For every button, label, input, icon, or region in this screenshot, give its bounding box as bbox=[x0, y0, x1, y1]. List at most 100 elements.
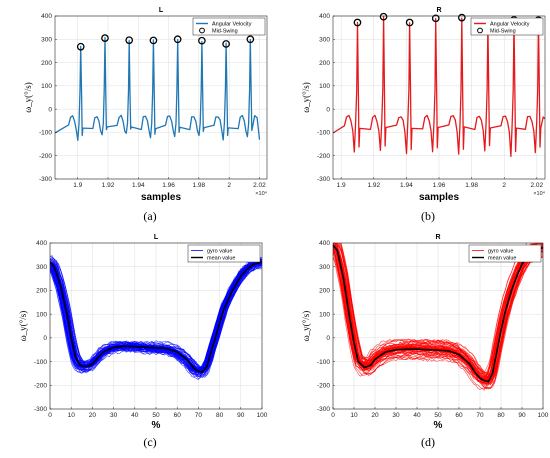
y-tick-label: -100 bbox=[317, 130, 330, 137]
y-tick-label: 300 bbox=[41, 36, 52, 43]
series-group bbox=[55, 36, 261, 141]
gyro-trace bbox=[336, 243, 541, 379]
angular-velocity-line bbox=[333, 16, 545, 158]
legend-label: gyro value bbox=[207, 249, 232, 255]
y-tick-label: 0 bbox=[48, 106, 52, 113]
chart-title: L bbox=[154, 234, 159, 241]
y-tick-label: -100 bbox=[34, 359, 47, 366]
y-tick-label: 100 bbox=[41, 83, 52, 90]
x-tick-label: 30 bbox=[110, 412, 118, 419]
y-tick-label: 300 bbox=[319, 264, 330, 271]
gyro-trace bbox=[50, 263, 262, 374]
legend-label: Mid-Swing bbox=[490, 29, 516, 35]
caption-b: (b) bbox=[421, 209, 435, 223]
y-tick-label: -300 bbox=[34, 406, 47, 413]
x-tick-label: 10 bbox=[350, 412, 358, 419]
x-tick-label: 2.02 bbox=[253, 182, 266, 189]
mid-swing-marker bbox=[405, 18, 414, 27]
mid-swing-marker bbox=[101, 34, 109, 42]
mid-swing-marker bbox=[149, 36, 158, 45]
chart-title: R bbox=[435, 234, 440, 241]
y-tick-label: 0 bbox=[326, 106, 330, 113]
gyro-trace bbox=[333, 243, 543, 374]
series-group bbox=[333, 16, 545, 158]
chart-title: L bbox=[159, 7, 164, 14]
legend-label: Mid-Swing bbox=[212, 29, 238, 35]
x-tick-label: 0 bbox=[331, 412, 335, 419]
mean-value-line bbox=[333, 244, 543, 383]
gyro-trace bbox=[333, 249, 543, 385]
x-tick-label: 80 bbox=[497, 412, 505, 419]
mid-swing-marker bbox=[246, 35, 255, 44]
gyro-trace bbox=[333, 245, 543, 379]
angular-velocity-line bbox=[55, 36, 261, 141]
caption-a: (a) bbox=[143, 209, 156, 223]
x-tick-label: 0 bbox=[48, 412, 52, 419]
y-axis-label: ω_y(°/s) bbox=[301, 311, 311, 342]
mid-swing-marker bbox=[379, 12, 388, 21]
gyro-trace bbox=[339, 243, 539, 381]
legend-label: mean value bbox=[207, 256, 235, 262]
x-tick-label: 2 bbox=[227, 182, 231, 189]
y-tick-label: 200 bbox=[36, 288, 47, 295]
y-tick-label: -200 bbox=[39, 153, 52, 160]
y-tick-label: 400 bbox=[319, 240, 330, 247]
y-tick-label: 100 bbox=[319, 311, 330, 318]
x-tick-label: 1.96 bbox=[162, 182, 175, 189]
y-tick-label: 200 bbox=[319, 60, 330, 67]
x-axis-label: samples bbox=[141, 192, 181, 203]
x-tick-label: 1.9 bbox=[337, 182, 346, 189]
caption-d: (d) bbox=[421, 435, 435, 449]
legend-marker bbox=[477, 27, 483, 34]
x-tick-label: 1.94 bbox=[132, 182, 145, 189]
legend-box bbox=[470, 17, 544, 36]
y-axis-label: ω_y(°/s) bbox=[18, 311, 28, 342]
x-axis-label: % bbox=[434, 420, 443, 431]
y-tick-label: 100 bbox=[36, 311, 47, 318]
y-tick-label: -100 bbox=[39, 130, 52, 137]
y-tick-label: -300 bbox=[39, 176, 52, 183]
x-tick-label: 40 bbox=[131, 412, 139, 419]
y-tick-label: 0 bbox=[326, 335, 330, 342]
series-group bbox=[50, 255, 262, 381]
legend-label: Angular Velocity bbox=[212, 22, 252, 28]
y-tick-label: 300 bbox=[36, 264, 47, 271]
x-multiplier-label: ×10⁴ bbox=[533, 190, 545, 197]
y-axis-label: ω_y(°/s) bbox=[23, 82, 33, 113]
x-tick-label: 1.9 bbox=[73, 182, 82, 189]
x-tick-label: 1.92 bbox=[102, 182, 115, 189]
gyro-trace bbox=[333, 248, 543, 391]
mid-swing-marker bbox=[353, 18, 362, 27]
x-tick-label: 1.98 bbox=[193, 182, 206, 189]
x-tick-label: 2 bbox=[502, 182, 506, 189]
x-tick-label: 100 bbox=[538, 412, 549, 419]
mid-swing-marker bbox=[431, 14, 440, 23]
legend-label: mean value bbox=[488, 256, 516, 262]
y-tick-label: -100 bbox=[317, 359, 330, 366]
mean-value-line bbox=[50, 261, 262, 374]
y-tick-label: 400 bbox=[36, 240, 47, 247]
y-tick-label: 200 bbox=[319, 288, 330, 295]
x-tick-label: 60 bbox=[174, 412, 182, 419]
x-tick-label: 80 bbox=[216, 412, 224, 419]
x-tick-label: 90 bbox=[518, 412, 526, 419]
chart-title: R bbox=[436, 7, 441, 14]
y-tick-label: -200 bbox=[317, 153, 330, 160]
legend-box bbox=[468, 244, 542, 263]
x-tick-label: 70 bbox=[476, 412, 484, 419]
y-axis-label: ω_y(°/s) bbox=[301, 82, 311, 113]
x-tick-label: 1.96 bbox=[433, 182, 446, 189]
mid-swing-marker bbox=[76, 42, 85, 51]
mid-swing-marker bbox=[222, 40, 230, 48]
x-tick-label: 20 bbox=[371, 412, 379, 419]
gyro-trace bbox=[50, 264, 262, 378]
x-multiplier-label: ×10⁴ bbox=[255, 190, 267, 197]
x-axis-label: % bbox=[152, 420, 161, 431]
x-tick-label: 50 bbox=[152, 412, 160, 419]
series-group bbox=[333, 243, 543, 391]
x-tick-label: 10 bbox=[68, 412, 76, 419]
mid-swing-marker bbox=[125, 36, 134, 45]
mid-swing-marker bbox=[198, 36, 206, 45]
caption-c: (c) bbox=[143, 435, 156, 449]
